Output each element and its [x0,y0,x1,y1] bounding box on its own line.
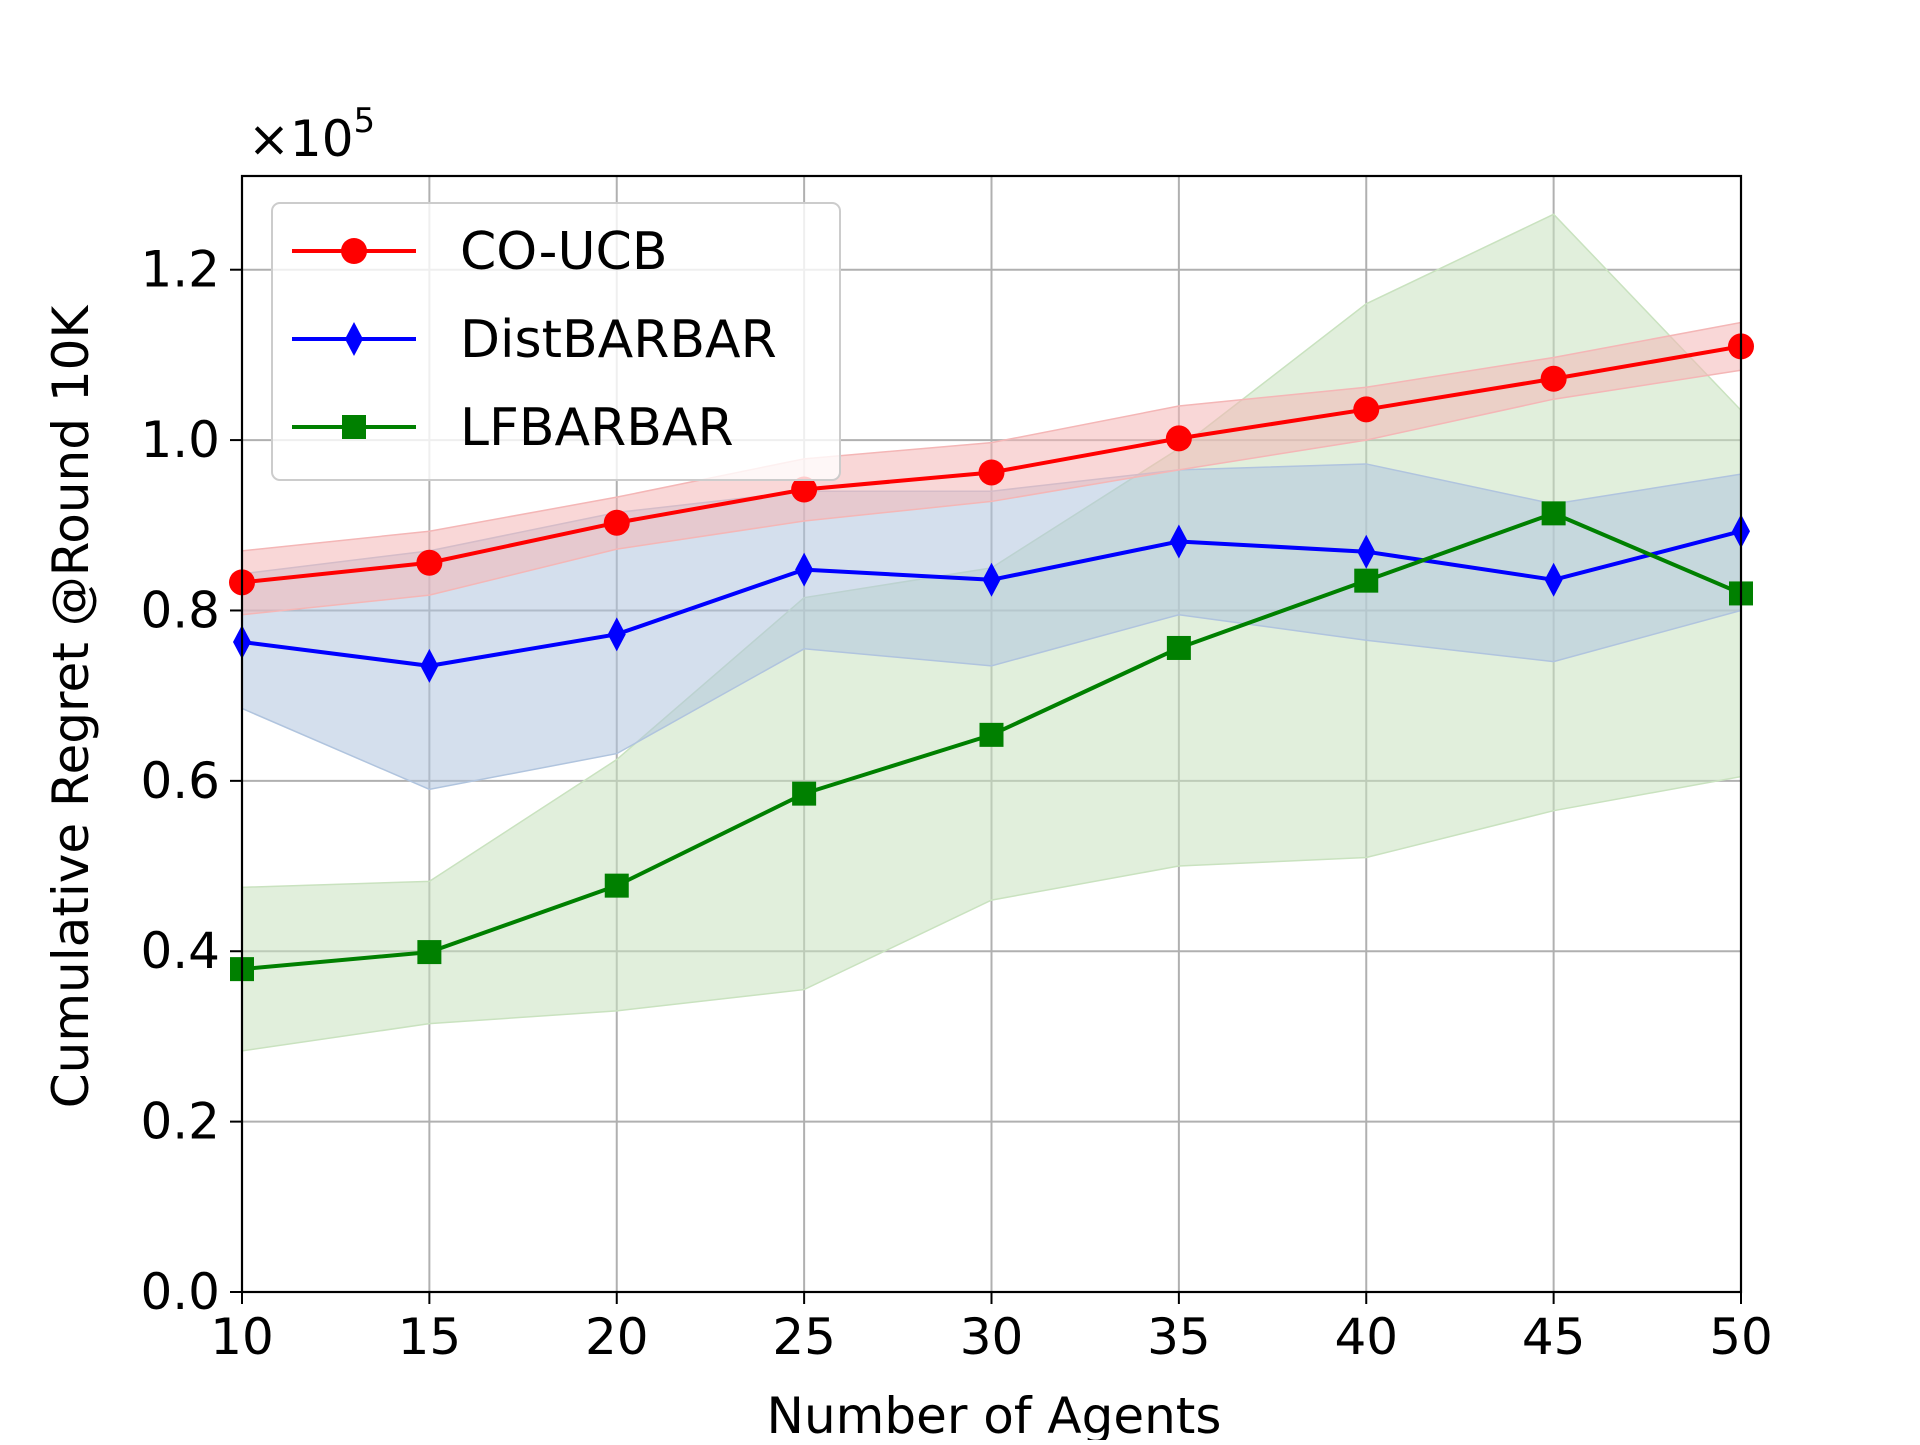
point-lfbarbar [792,781,817,806]
legend-box [271,202,841,481]
point-co-ucb [1165,425,1192,452]
point-distbarbar [607,617,626,652]
point-lfbarbar [979,722,1004,747]
y-tick-label: 0.6 [140,752,220,810]
x-tick-label: 45 [1522,1308,1586,1366]
y-axis-label: Cumulative Regret @Round 10K [42,305,100,1109]
point-lfbarbar [417,940,442,965]
point-distbarbar [982,562,1001,597]
x-tick-label: 35 [1147,1308,1211,1366]
y-tick-label: 1.2 [140,241,220,299]
point-co-ucb [978,459,1005,486]
point-lfbarbar [1541,501,1566,526]
x-tick-label: 30 [960,1308,1024,1366]
y-tick-label: 0.4 [140,922,220,980]
point-co-ucb [603,509,630,536]
x-tick-label: 15 [398,1308,462,1366]
y-axis-multiplier-exponent: 5 [354,101,376,141]
point-distbarbar [420,648,439,683]
legend-marker-lfbarbar [342,415,366,439]
x-axis-label: Number of Agents [767,1387,1222,1440]
y-tick-label: 0.8 [140,581,220,639]
y-tick-label: 1.0 [140,411,220,469]
legend: CO-UCB DistBARBAR LFBARBAR [271,202,841,481]
point-lfbarbar [1354,568,1379,593]
point-distbarbar [795,552,814,587]
point-co-ucb [1540,365,1567,392]
x-tick-label: 40 [1334,1308,1398,1366]
point-co-ucb [1353,396,1380,423]
point-co-ucb [791,476,818,503]
legend-marker-co-ucb [341,238,367,264]
point-lfbarbar [604,873,629,898]
y-tick-label: 0.0 [140,1263,220,1321]
y-axis-multiplier-base: ×10 [248,110,354,168]
x-tick-label: 50 [1709,1308,1773,1366]
x-tick-label: 10 [210,1308,274,1366]
x-tick-label: 20 [585,1308,649,1366]
x-tick-label: 25 [772,1308,836,1366]
point-distbarbar [1169,524,1188,559]
axis-ticks: 10 15 20 25 30 35 40 45 50 0.0 0.2 0.4 0.6 0.8 1.0 1.2 [140,241,1772,1366]
legend-label-co-ucb: CO-UCB [460,222,668,282]
y-axis-multiplier: ×105 [248,101,375,168]
point-co-ucb [416,549,443,576]
y-tick-label: 0.2 [140,1093,220,1151]
point-distbarbar [1357,534,1376,569]
legend-label-lfbarbar: LFBARBAR [460,398,734,458]
point-lfbarbar [1166,635,1191,660]
legend-label-distbarbar: DistBARBAR [460,310,777,370]
legend-marker-distbarbar [345,322,363,356]
point-distbarbar [1544,562,1563,597]
